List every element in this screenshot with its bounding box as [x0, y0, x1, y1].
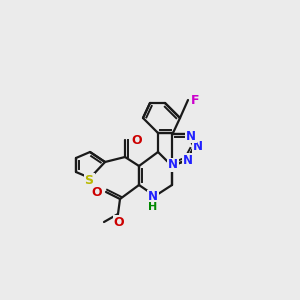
Text: N: N [183, 154, 193, 166]
Text: N: N [193, 140, 203, 152]
Text: O: O [114, 215, 124, 229]
Text: H: H [148, 202, 158, 212]
Text: N: N [148, 190, 158, 203]
Text: O: O [92, 187, 102, 200]
Text: N: N [168, 158, 178, 172]
Text: O: O [132, 134, 142, 146]
Text: N: N [186, 130, 196, 142]
Text: F: F [191, 94, 199, 106]
Text: S: S [85, 173, 94, 187]
